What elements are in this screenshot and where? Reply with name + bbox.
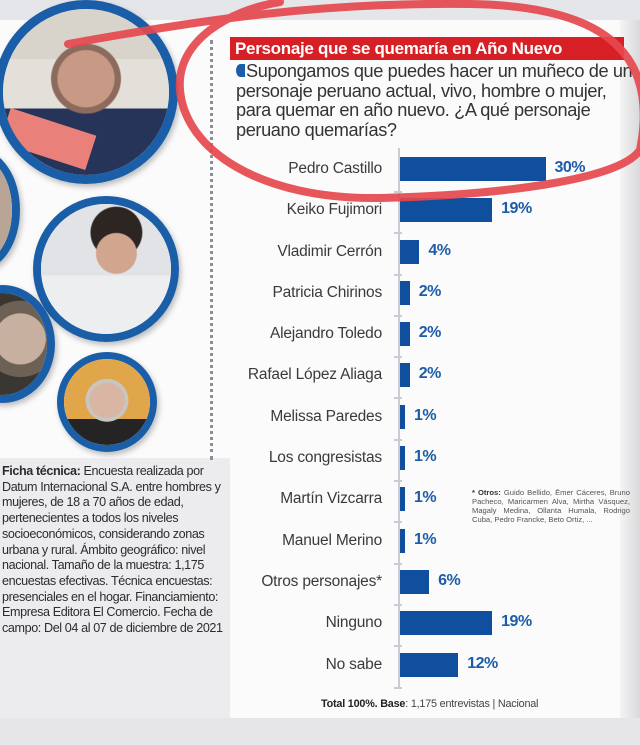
- technical-sheet: Ficha técnica: Encuesta realizada por Da…: [0, 458, 230, 718]
- others-footnote: * Otros: Guido Bellido, Ēmer Cáceres, Br…: [472, 488, 630, 525]
- chart-header: Personaje que se quemaría en Año Nuevo: [230, 37, 624, 60]
- bar-value: 1%: [414, 489, 437, 507]
- bar-label: Los congresistas: [268, 449, 382, 467]
- bar: [400, 528, 405, 553]
- technical-sheet-body: Encuesta realizada por Datum Internacion…: [2, 464, 223, 636]
- survey-question: Supongamos que puedes hacer un muñeco de…: [236, 61, 640, 140]
- axis-tick: [394, 356, 402, 359]
- bar: [400, 404, 405, 429]
- technical-sheet-text: Ficha técnica: Encuesta realizada por Da…: [2, 464, 226, 637]
- bar-row: No sabe 12%: [200, 648, 620, 689]
- bar-value: 1%: [414, 530, 437, 548]
- bar-row: Patricia Chirinos 2%: [200, 276, 620, 317]
- bar: [400, 198, 493, 223]
- bar-label: Rafael López Aliaga: [247, 366, 382, 384]
- bar: [400, 280, 410, 305]
- axis-tick: [394, 273, 402, 276]
- bar: [400, 487, 405, 512]
- bar-value: 6%: [438, 571, 461, 589]
- bullet-icon: [236, 64, 245, 77]
- technical-sheet-label: Ficha técnica:: [2, 464, 81, 478]
- bar-label: Ninguno: [325, 614, 383, 632]
- axis-tick: [394, 314, 402, 317]
- photo-elderly-man: [57, 352, 157, 452]
- bar: [400, 569, 430, 594]
- bar-row: Ninguno 19%: [200, 606, 620, 648]
- bar-chart: Pedro Castillo 30% Keiko Fujimori 19% Vladim…: [200, 152, 620, 689]
- dotted-divider: [210, 40, 213, 460]
- bar-row: Vladimir Cerrón 4%: [200, 235, 620, 276]
- bar-row: Melissa Paredes 1%: [200, 400, 620, 441]
- footnote-text: Guido Bellido, Ēmer Cáceres, Bruno Pache…: [472, 488, 630, 524]
- bar-label: Melissa Paredes: [270, 407, 382, 425]
- bar-row: Manuel Merino 1%: [200, 524, 620, 565]
- chart-axis: [398, 148, 400, 688]
- bar-value: 12%: [467, 654, 498, 672]
- bar-row: Los congresistas 1%: [200, 441, 620, 483]
- bar-value: 19%: [501, 200, 532, 218]
- bar-value: 1%: [414, 448, 437, 466]
- bar: [400, 239, 420, 264]
- bottom-strip: [0, 718, 640, 745]
- axis-tick: [394, 397, 402, 400]
- bar-label: Otros personajes*: [261, 572, 382, 590]
- bar: [400, 157, 546, 181]
- bar: [400, 652, 459, 677]
- bar-label: Alejandro Toledo: [270, 325, 382, 343]
- footnote-label: * Otros:: [472, 488, 501, 497]
- bar-label: Keiko Fujimori: [286, 201, 383, 219]
- bar-row: Keiko Fujimori 19%: [200, 193, 620, 235]
- total-base-note: Total 100%. Base: 1,175 entrevistas | Na…: [321, 698, 538, 710]
- bar-value: 30%: [554, 159, 586, 176]
- photo-martin-vizcarra: [33, 196, 179, 342]
- bar: [400, 446, 405, 471]
- bar-value: 2%: [418, 365, 442, 383]
- total-text: : 1,175 entrevistas | Nacional: [405, 698, 539, 710]
- axis-tick: [394, 645, 402, 648]
- bar-label: No sabe: [325, 655, 383, 673]
- bar-value: 2%: [418, 324, 442, 342]
- bar: [400, 611, 493, 636]
- survey-question-text: Supongamos que puedes hacer un muñeco de…: [236, 61, 633, 140]
- bar-row: Rafael López Aliaga 2%: [200, 358, 620, 400]
- bar-label: Vladimir Cerrón: [277, 242, 382, 260]
- bar-value: 1%: [414, 406, 437, 424]
- bar-value: 19%: [501, 613, 532, 631]
- bar-row: Martín Vizcarra 1%: [200, 482, 620, 524]
- bar-label: Manuel Merino: [282, 531, 382, 549]
- bar-label: Martín Vizcarra: [280, 490, 382, 508]
- bar-label: Patricia Chirinos: [272, 283, 383, 301]
- total-bold: Total 100%. Base: [321, 698, 406, 710]
- bar: [400, 363, 410, 388]
- axis-tick: [394, 686, 402, 689]
- photo-pedro-castillo: [0, 0, 178, 184]
- photo-partial-left-2: [0, 285, 55, 403]
- bar-row: Otros personajes* 6%: [200, 565, 620, 606]
- chart-title: Personaje que se quemaría en Año Nuevo: [235, 39, 563, 58]
- bar: [400, 322, 410, 347]
- axis-tick: [394, 603, 402, 606]
- bar-row: Pedro Castillo 30%: [200, 152, 620, 193]
- bar-value: 2%: [418, 282, 442, 300]
- axis-tick: [394, 480, 402, 483]
- axis-tick: [394, 438, 402, 441]
- axis-tick: [394, 232, 402, 235]
- axis-tick: [394, 562, 402, 565]
- bar-value: 4%: [428, 241, 451, 259]
- bar-row: Alejandro Toledo 2%: [200, 317, 620, 359]
- bar-label: Pedro Castillo: [288, 160, 382, 177]
- axis-tick: [394, 521, 402, 524]
